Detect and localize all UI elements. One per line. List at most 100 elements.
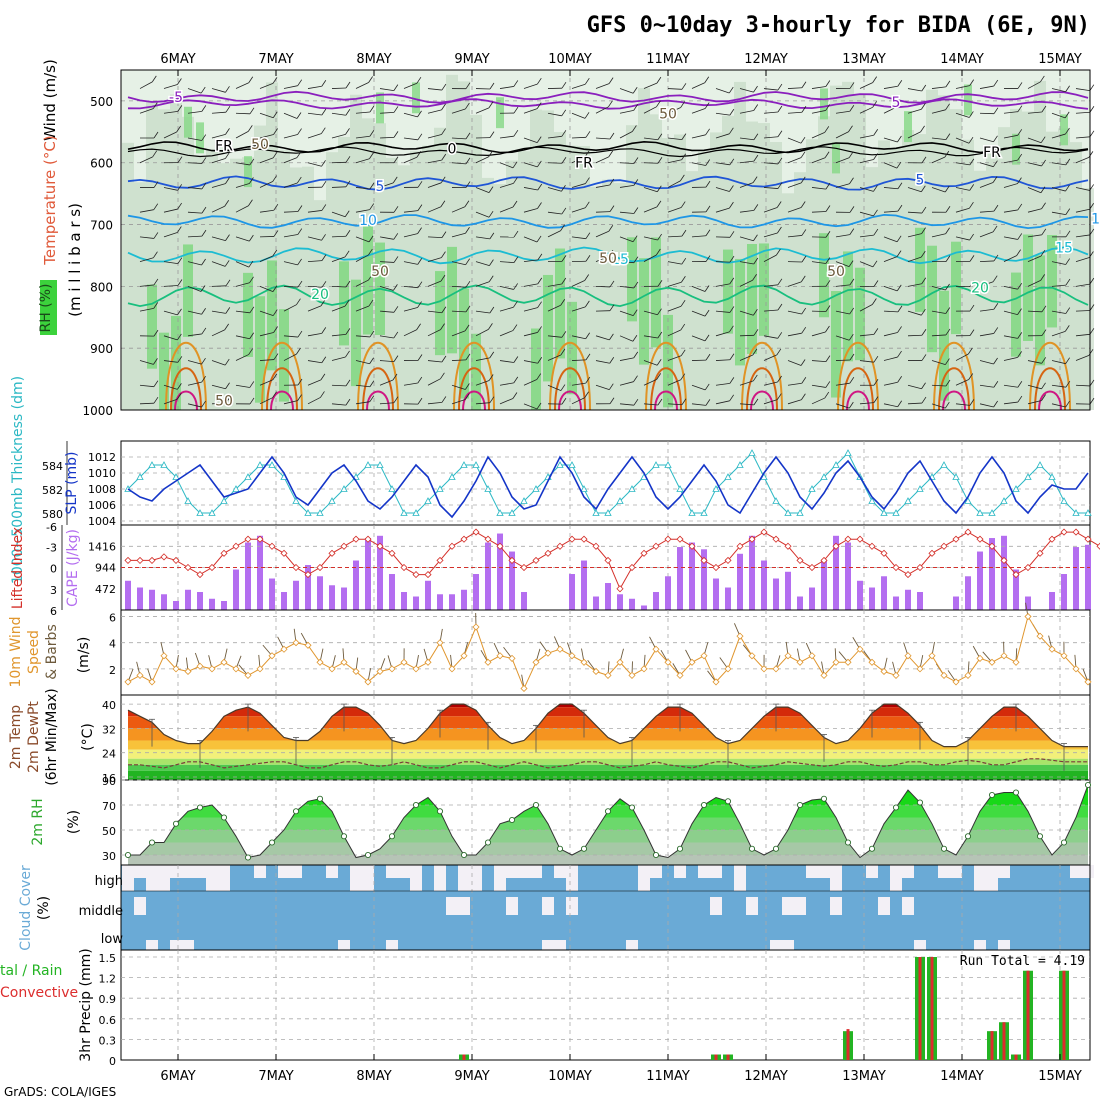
thickness-line-point bbox=[736, 461, 744, 468]
wind-barb bbox=[320, 127, 326, 134]
wind-barb bbox=[753, 398, 759, 406]
wind-barb bbox=[883, 403, 898, 408]
wind-barb bbox=[609, 356, 615, 364]
wind-barb bbox=[321, 160, 326, 167]
cape-bar bbox=[293, 580, 299, 610]
wind-barb bbox=[1051, 112, 1066, 119]
wind10-line-point bbox=[652, 645, 660, 653]
wind-barb bbox=[451, 384, 466, 390]
precip-tick: 0.9 bbox=[99, 993, 117, 1006]
diurnal-contour bbox=[746, 367, 778, 411]
wind-barb bbox=[729, 325, 734, 333]
wind-barb bbox=[272, 175, 278, 182]
wind-barb bbox=[633, 104, 639, 111]
lifted-index-line-point bbox=[628, 563, 636, 572]
wind-barb bbox=[993, 303, 999, 310]
wind-barb bbox=[801, 255, 807, 263]
diurnal-contour bbox=[1038, 390, 1062, 411]
wind-barb bbox=[320, 391, 325, 398]
wind-barb bbox=[763, 284, 778, 287]
wind-barb bbox=[547, 335, 562, 338]
wind-barb bbox=[787, 399, 802, 405]
wind-barb bbox=[379, 88, 394, 91]
precip-conv-bar bbox=[846, 1029, 850, 1060]
wind-barb bbox=[667, 261, 682, 265]
wind-barb bbox=[417, 397, 423, 405]
lifted-index-line-point bbox=[172, 556, 180, 564]
wind-barb bbox=[800, 359, 806, 366]
wind-barb bbox=[331, 285, 347, 288]
wind10-line-point bbox=[292, 639, 300, 647]
wind-barb bbox=[1017, 233, 1023, 240]
wind-barb bbox=[475, 281, 490, 287]
wind-barb bbox=[753, 104, 759, 111]
wind-barb bbox=[835, 284, 850, 287]
temp2m-label: 2m Temp bbox=[8, 705, 24, 769]
cloud-gap-high bbox=[494, 865, 506, 891]
wind-barb bbox=[187, 211, 202, 214]
precip-tick: 0.6 bbox=[99, 1014, 117, 1027]
wind-barb bbox=[416, 151, 422, 158]
wind-barb bbox=[547, 187, 562, 192]
wind-barb bbox=[163, 187, 178, 191]
diurnal-contour bbox=[1029, 342, 1071, 411]
cape-bar bbox=[977, 551, 983, 610]
wind-barb bbox=[523, 187, 538, 191]
wind-barb bbox=[151, 75, 157, 83]
rh2m-point bbox=[220, 814, 228, 821]
cloud-gap-high bbox=[698, 865, 710, 878]
wind-barb bbox=[1089, 106, 1095, 113]
rh-dark-cell bbox=[279, 309, 289, 402]
wind-barb bbox=[225, 307, 231, 314]
rh-dark-cell bbox=[244, 156, 252, 188]
diurnal-contour bbox=[453, 342, 495, 411]
wind-barb bbox=[177, 202, 182, 210]
wind-barb bbox=[369, 182, 375, 190]
lifted-index-line-point bbox=[424, 571, 432, 579]
wind-barb bbox=[513, 80, 519, 87]
diurnal-contour bbox=[357, 342, 399, 411]
lifted-index-line-point bbox=[856, 535, 864, 543]
wind-barb bbox=[249, 397, 255, 405]
rh-dark-cell bbox=[435, 271, 445, 356]
wind-barb bbox=[297, 330, 303, 338]
wind-barb bbox=[465, 132, 471, 140]
thickness-line-point bbox=[508, 509, 516, 516]
lifted-index-line-point bbox=[124, 556, 132, 564]
wind-barb bbox=[465, 157, 471, 165]
wind-barb bbox=[177, 184, 183, 191]
wind10-line-point bbox=[232, 665, 240, 673]
wind-barb bbox=[681, 83, 687, 90]
wind-barb bbox=[441, 103, 446, 111]
wind-barb bbox=[619, 88, 634, 94]
wind-barb bbox=[499, 206, 514, 213]
wind-barb bbox=[440, 274, 446, 282]
wind-barb bbox=[355, 384, 370, 388]
wind-barb bbox=[944, 150, 950, 158]
wind-barb bbox=[969, 79, 975, 86]
wind-barb bbox=[619, 285, 634, 289]
rh2m-point bbox=[508, 816, 516, 824]
wind-barb bbox=[465, 383, 470, 390]
wind-barb bbox=[691, 285, 706, 292]
rh2m-point bbox=[484, 839, 492, 846]
wind-barb bbox=[547, 211, 562, 215]
wind-barb bbox=[993, 357, 998, 365]
wind10-line-point bbox=[184, 667, 192, 676]
cloud-gap-mid bbox=[830, 897, 842, 915]
lifted-index-line-point bbox=[868, 542, 876, 550]
lifted-index-line-point bbox=[412, 571, 420, 579]
wind-barb bbox=[896, 284, 902, 292]
wind-barb bbox=[643, 162, 659, 164]
wind-barb bbox=[249, 234, 254, 242]
wind-barb bbox=[1065, 278, 1071, 286]
wind-barb bbox=[1051, 211, 1066, 216]
wind-barb bbox=[883, 210, 898, 213]
thickness-line-point bbox=[472, 461, 480, 468]
footer-credit: GrADS: COLA/IGES bbox=[4, 1085, 116, 1099]
wind-barb bbox=[1041, 305, 1047, 313]
wind-barb bbox=[235, 205, 249, 213]
thickness-line-point bbox=[952, 473, 960, 480]
wind-barb bbox=[825, 280, 831, 287]
pressure-axis-label: (m i l l i b a r s) bbox=[66, 203, 84, 317]
